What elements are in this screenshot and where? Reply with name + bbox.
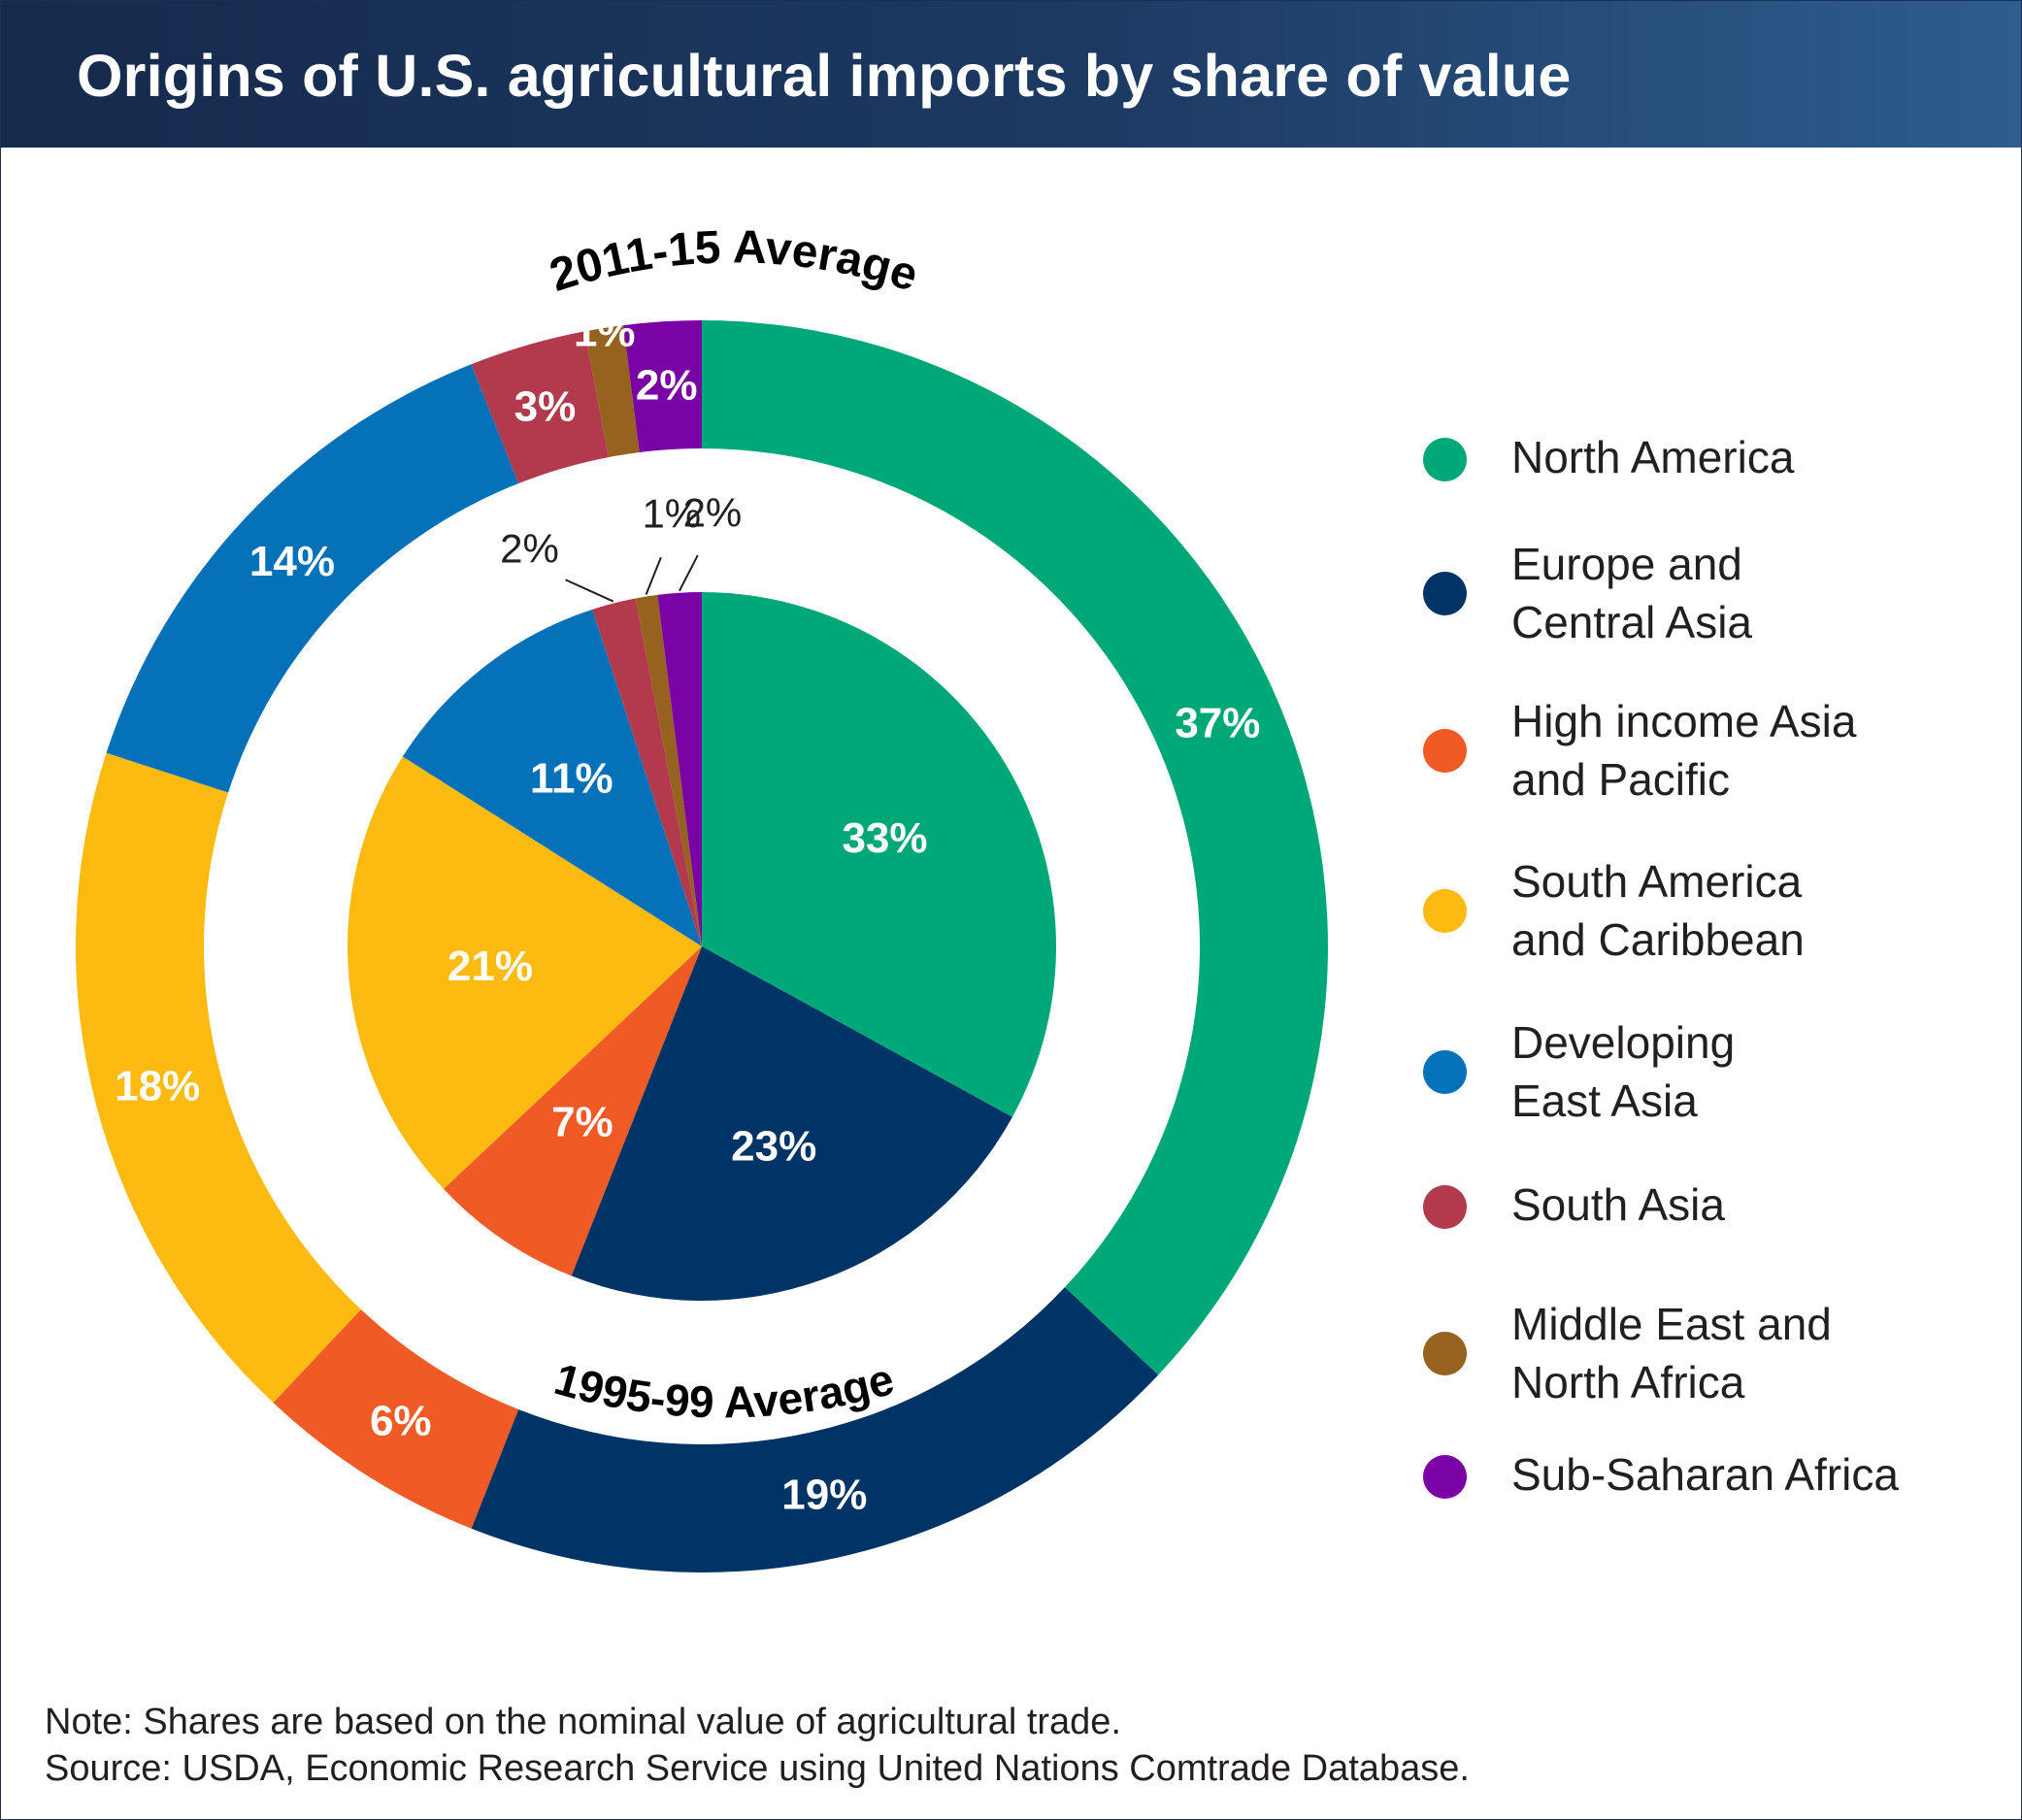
legend-swatch-europe-central-asia	[1423, 572, 1467, 615]
legend-label: South Asia	[1511, 1179, 1725, 1230]
legend-label: Europe and Central Asia	[1511, 539, 1753, 647]
legend-label: South America and Caribbean	[1511, 856, 1805, 965]
legend-label: Middle East and North Africa	[1511, 1299, 1832, 1407]
outer-slice-middle-east-and-north-africa	[584, 325, 640, 458]
legend-label: High income Asia and Pacific	[1511, 696, 1857, 805]
legend-label: Developing East Asia	[1511, 1017, 1736, 1126]
inner-label-north-america: 33%	[842, 814, 927, 862]
legend-label: Sub-Saharan Africa	[1511, 1449, 1899, 1500]
inner-label-europe-and-central-asia: 23%	[731, 1123, 816, 1171]
leader-line-sub-saharan-africa	[679, 554, 699, 592]
outer-label-europe-and-central-asia: 19%	[781, 1472, 867, 1519]
inner-label-sub-saharan-africa: 2%	[683, 490, 743, 536]
inner-slice-developing-east-asia	[402, 609, 702, 946]
outer-slice-north-america	[702, 320, 1329, 1375]
outer-ring-title: 2011-15 Average	[544, 221, 923, 302]
leader-lines	[565, 554, 699, 603]
legend-swatch-high-income-asia-pacific	[1423, 729, 1467, 773]
inner-label-high-income-asia-and-pacific: 7%	[551, 1099, 613, 1146]
chart-title: Origins of U.S. agricultural imports by …	[77, 43, 1572, 109]
footnote-source: Source: USDA, Economic Research Service …	[45, 1748, 1470, 1789]
inner-label-south-asia: 2%	[500, 525, 559, 571]
inner-slice-middle-east-and-north-africa	[635, 594, 702, 946]
legend-swatch-middle-east-north-africa	[1423, 1332, 1467, 1375]
legend-label: North America	[1511, 432, 1795, 482]
legend-swatch-north-america	[1423, 438, 1467, 481]
slice-labels: 37%19%6%18%14%3%1%2%33%23%7%21%11%2%1%2%	[115, 308, 1260, 1518]
outer-slice-south-america-and-caribbean	[76, 752, 361, 1404]
inner-label-developing-east-asia: 11%	[530, 754, 613, 802]
inner-slice-south-asia	[592, 598, 702, 946]
inner-slice-high-income-asia-and-pacific	[443, 946, 702, 1276]
outer-label-developing-east-asia: 14%	[249, 538, 335, 585]
leader-line-middle-east-and-north-africa	[645, 556, 662, 595]
inner-slice-south-america-and-caribbean	[348, 756, 702, 1189]
outer-label-north-america: 37%	[1175, 700, 1260, 747]
inner-label-middle-east-and-north-africa: 1%	[642, 491, 701, 537]
legend-swatch-sub-saharan-africa	[1423, 1455, 1467, 1499]
outer-label-south-america-and-caribbean: 18%	[115, 1062, 200, 1109]
legend-swatch-south-asia	[1423, 1185, 1467, 1229]
inner-label-south-america-and-caribbean: 21%	[447, 943, 533, 990]
leader-line-south-asia	[565, 579, 614, 603]
footnote-note: Note: Shares are based on the nominal va…	[45, 1702, 1121, 1742]
outer-label-south-asia: 3%	[514, 382, 577, 430]
legend-swatch-developing-east-asia	[1423, 1050, 1467, 1094]
outer-ring-2011-15	[76, 320, 1329, 1572]
title-banner: Origins of U.S. agricultural imports by …	[1, 1, 2021, 148]
inner-pie-title: 1995-99 Average	[549, 1353, 899, 1427]
inner-slice-sub-saharan-africa	[657, 592, 702, 946]
inner-pie-1995-99	[348, 592, 1056, 1301]
inner-slice-north-america	[702, 592, 1056, 1117]
outer-label-high-income-asia-and-pacific: 6%	[370, 1397, 432, 1444]
outer-slice-south-asia	[471, 331, 609, 484]
outer-slice-developing-east-asia	[106, 364, 519, 793]
outer-label-sub-saharan-africa: 2%	[636, 362, 698, 410]
outer-label-middle-east-and-north-africa: 1%	[574, 308, 636, 355]
inner-slice-europe-and-central-asia	[571, 946, 1012, 1301]
outer-slice-europe-and-central-asia	[471, 1287, 1159, 1572]
outer-slice-high-income-asia-and-pacific	[273, 1308, 519, 1529]
outer-slice-sub-saharan-africa	[623, 320, 702, 453]
legend-swatch-south-america-caribbean	[1423, 889, 1467, 933]
